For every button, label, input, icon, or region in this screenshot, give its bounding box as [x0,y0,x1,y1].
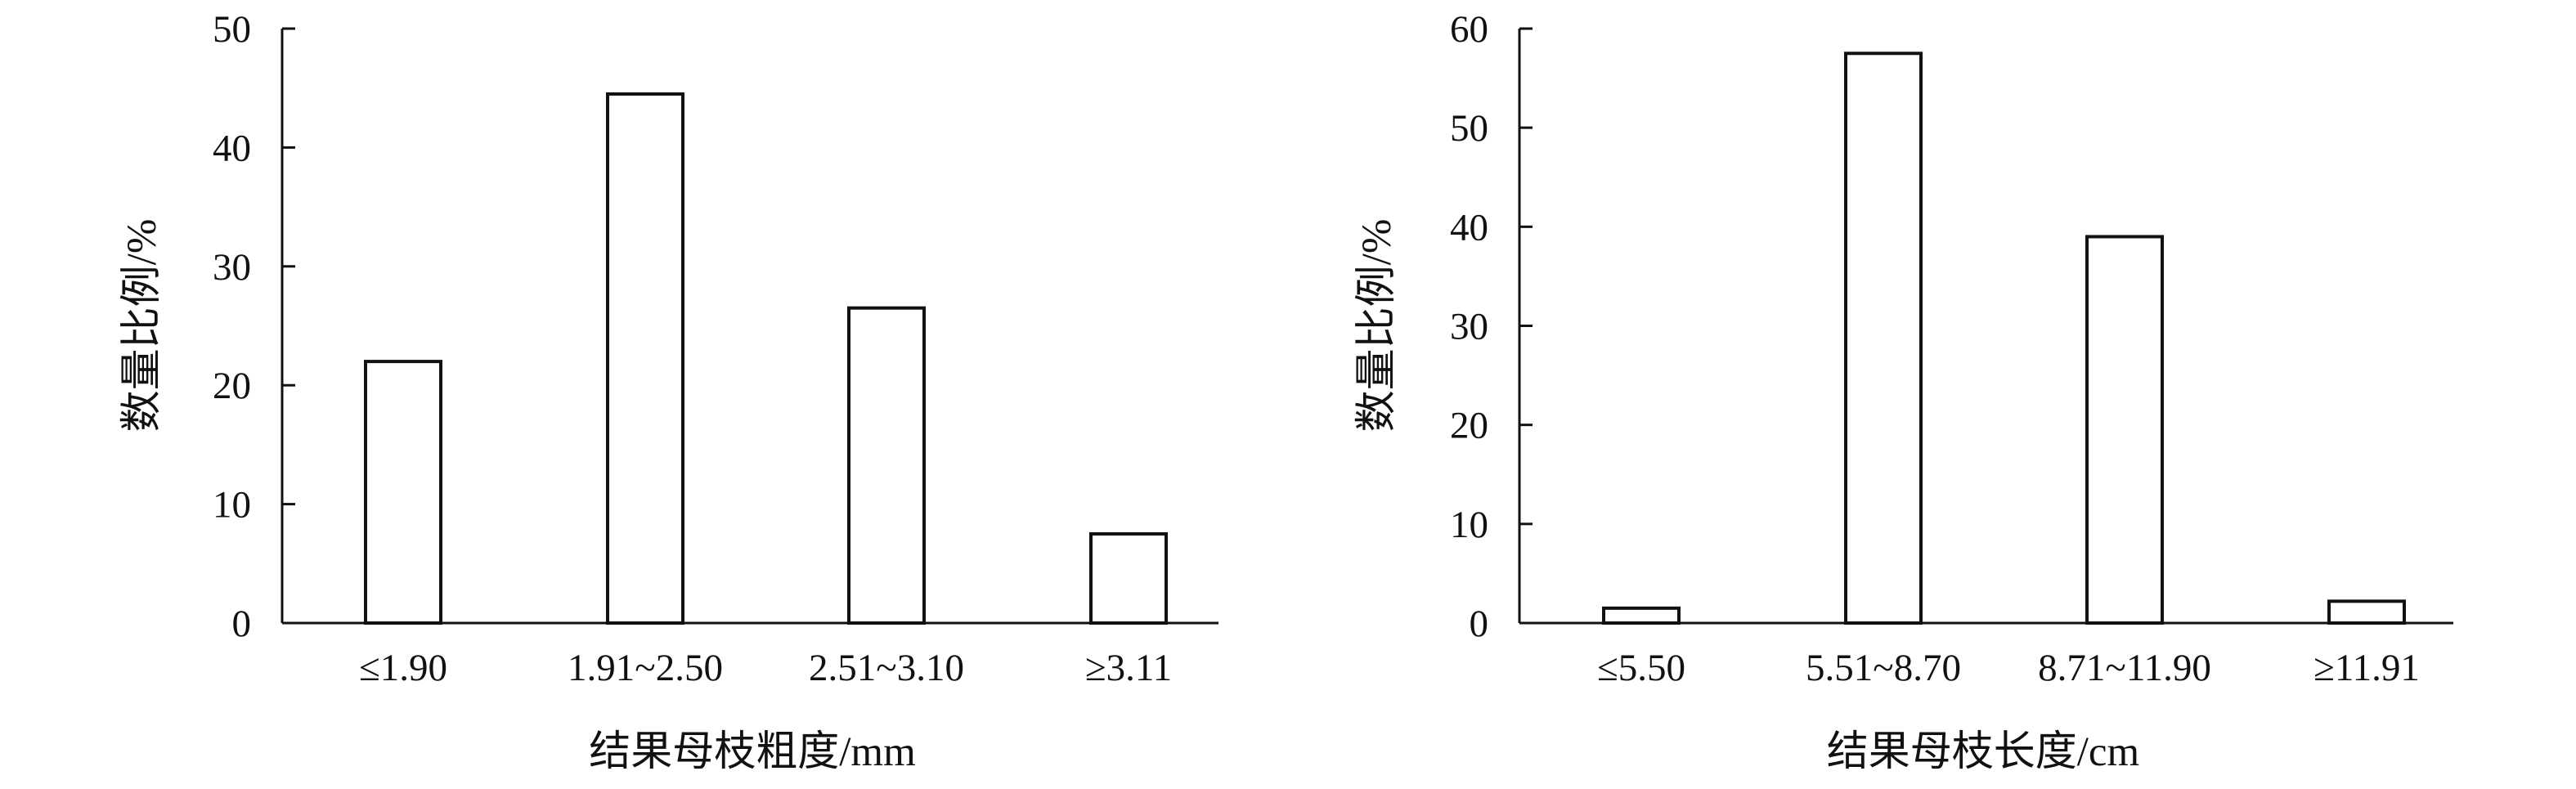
chart1-bar [847,306,926,625]
chart1-bar [1089,531,1168,625]
chart2-y-tick-label: 40 [1450,206,1488,249]
chart2-category-label: ≥11.91 [2313,647,2420,689]
chart2-y-tick-label: 30 [1450,306,1488,348]
chart2-y-tick-label: 10 [1450,504,1488,546]
chart1-y-tick-label: 40 [213,127,251,169]
chart2-category-label: 5.51~8.70 [1806,647,1961,689]
chart2-y-tick-label: 50 [1450,107,1488,150]
chart2-y-tick-label: 60 [1450,8,1488,51]
chart1-bar [364,360,442,625]
chart1-category-label: ≥3.11 [1085,647,1172,689]
chart1-y-tick-label: 10 [213,484,251,527]
chart1-y-tick-label: 30 [213,246,251,289]
chart1-category-label: ≤1.90 [359,647,447,689]
chart2-category-label: 8.71~11.90 [2038,647,2211,689]
chart1-category-label: 1.91~2.50 [568,647,723,689]
chart2-y-tick-label: 0 [1470,603,1489,645]
chart2-category-label: ≤5.50 [1597,647,1685,689]
chart1-y-tick-label: 50 [213,8,251,51]
chart2-y-tick-label: 20 [1450,405,1488,447]
chart1-y-tick-label: 0 [232,603,252,645]
chart1-y-axis-title: 数量比例/% [119,219,165,433]
chart2-x-axis-title: 结果母枝长度/cm [1827,729,2139,775]
chart1-y-tick-label: 20 [213,365,251,407]
chart2-bar [2327,599,2406,625]
chart2-y-axis-title: 数量比例/% [1354,219,1400,433]
chart2-bar [2085,235,2164,625]
chart1-bar [606,92,684,625]
chart2-bar [1844,52,1923,625]
chart1-category-label: 2.51~3.10 [809,647,964,689]
chart1-x-axis-title: 结果母枝粗度/mm [589,729,916,775]
chart2-bar [1602,606,1681,625]
